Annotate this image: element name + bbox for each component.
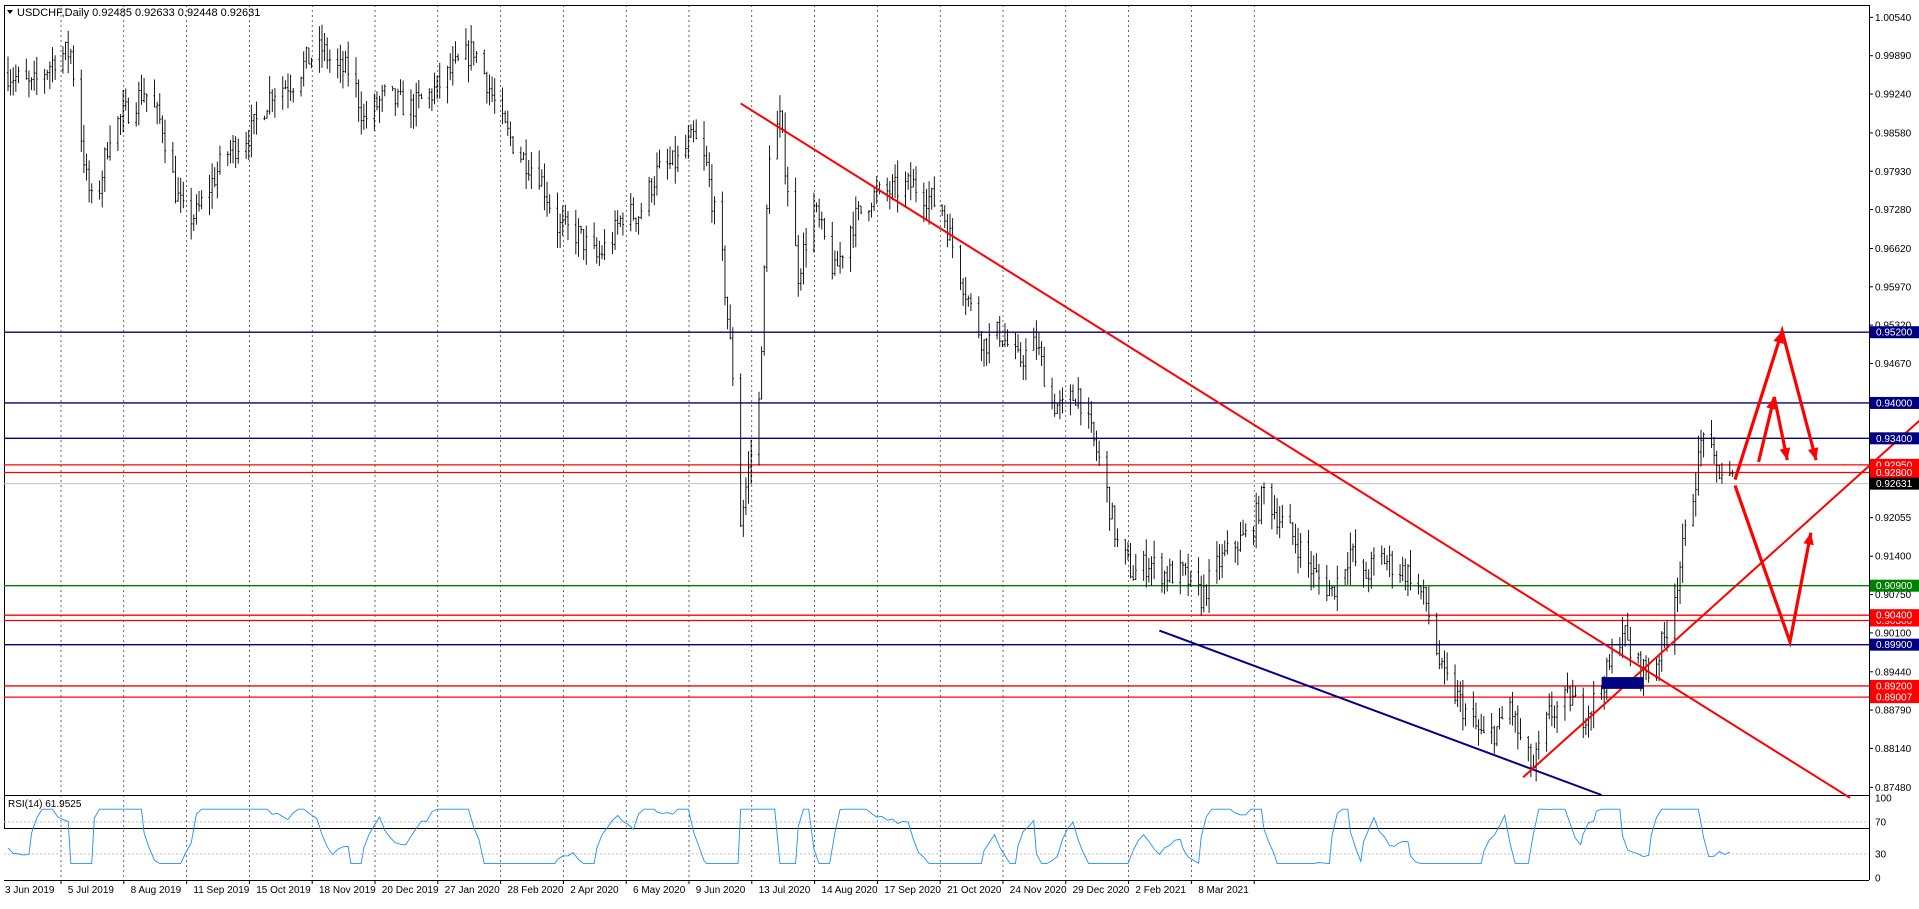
time-label: 6 May 2020 <box>633 885 686 896</box>
time-label: 13 Jul 2020 <box>759 885 811 896</box>
time-label: 8 Aug 2019 <box>131 885 182 896</box>
price-label: 1.00540 <box>1875 13 1912 24</box>
time-label: 5 Jul 2019 <box>68 885 115 896</box>
time-label: 24 Nov 2020 <box>1010 885 1067 896</box>
level-label: 0.93400 <box>1876 434 1913 445</box>
level-label-box <box>1870 396 1919 409</box>
trendline <box>1522 419 1919 779</box>
time-label: 28 Feb 2020 <box>507 885 564 896</box>
time-label: 29 Dec 2020 <box>1073 885 1130 896</box>
level-label-box <box>1870 432 1919 445</box>
rsi-axis-label: 30 <box>1875 850 1887 861</box>
chart-header: USDCHF,Daily 0.92485 0.92633 0.92448 0.9… <box>7 7 260 19</box>
candles <box>6 24 1734 782</box>
level-label-box <box>1870 691 1919 704</box>
price-label: 0.90100 <box>1875 628 1912 639</box>
current-price-box <box>1870 477 1919 490</box>
time-label: 18 Nov 2019 <box>319 885 376 896</box>
level-label: 0.90900 <box>1876 581 1913 592</box>
level-label: 0.95200 <box>1876 328 1913 339</box>
rsi-axis-label: 0 <box>1875 874 1881 885</box>
time-label: 8 Mar 2021 <box>1198 885 1249 896</box>
level-label-box <box>1870 638 1919 651</box>
time-label: 14 Aug 2020 <box>821 885 878 896</box>
price-label: 0.88790 <box>1875 706 1912 717</box>
price-label: 0.88140 <box>1875 744 1912 755</box>
arrow-head <box>1766 397 1777 410</box>
consolidation-box <box>1601 677 1644 689</box>
time-label: 20 Dec 2019 <box>382 885 439 896</box>
time-label: 11 Sep 2019 <box>193 885 249 896</box>
level-label-box <box>1870 579 1919 592</box>
level-label: 0.89007 <box>1876 693 1913 704</box>
price-label: 0.95970 <box>1875 282 1912 293</box>
price-label: 0.94670 <box>1875 359 1912 370</box>
current-price-label: 0.92631 <box>1876 479 1913 490</box>
time-label: 27 Jan 2020 <box>445 885 500 896</box>
rsi-axis-label: 100 <box>1875 794 1892 805</box>
price-label: 0.95320 <box>1875 321 1912 332</box>
trendline <box>740 102 1851 799</box>
level-label: 0.89900 <box>1876 640 1913 651</box>
trendlines <box>740 102 1919 799</box>
time-label: 9 Jun 2020 <box>696 885 746 896</box>
level-label-box <box>1870 679 1919 692</box>
price-label: 0.97280 <box>1875 205 1912 216</box>
forecast-arrow <box>1733 484 1813 648</box>
price-label: 0.97930 <box>1875 167 1912 178</box>
forecast-arrows <box>1733 325 1819 648</box>
time-label: 17 Sep 2020 <box>884 885 941 896</box>
rsi-panel: 100 70 30 0 <box>4 794 1892 885</box>
level-label: 0.89200 <box>1876 681 1913 692</box>
price-label: 0.90750 <box>1875 590 1912 601</box>
time-label: 3 Jun 2019 <box>5 885 55 896</box>
price-label: 0.91400 <box>1875 552 1912 563</box>
menu-triangle-icon[interactable] <box>7 10 13 14</box>
level-label: 0.92950 <box>1876 460 1913 471</box>
horizontal-levels <box>4 331 1869 698</box>
price-label: 0.99890 <box>1875 51 1912 62</box>
price-label: 0.99240 <box>1875 90 1912 101</box>
price-label: 0.87480 <box>1875 783 1912 794</box>
rsi-line <box>7 808 1730 865</box>
time-label: 2 Feb 2021 <box>1135 885 1186 896</box>
rsi-axis-label: 70 <box>1875 818 1887 829</box>
arrow-head <box>1803 532 1814 546</box>
time-axis: 3 Jun 2019 5 Jul 2019 8 Aug 2019 11 Sep 201… <box>5 880 1255 896</box>
arrow-head <box>1807 447 1819 461</box>
price-label: 0.98580 <box>1875 128 1912 139</box>
level-label-box <box>1870 609 1919 622</box>
arrow-head <box>1773 331 1784 344</box>
symbol-info: USDCHF,Daily 0.92485 0.92633 0.92448 0.9… <box>17 7 260 19</box>
price-label: 0.89440 <box>1875 667 1912 678</box>
level-label: 0.90400 <box>1876 611 1913 622</box>
time-label: 2 Apr 2020 <box>570 885 619 896</box>
trendline <box>1158 629 1602 796</box>
level-label-box <box>1870 466 1919 479</box>
price-label: 0.92055 <box>1875 513 1912 524</box>
level-label-box <box>1870 326 1919 339</box>
price-label: 0.96620 <box>1875 244 1912 255</box>
rsi-label: RSI(14) 61.9525 <box>8 799 82 810</box>
arrow-head <box>1779 447 1791 461</box>
level-label: 0.94000 <box>1876 398 1913 409</box>
level-label: 0.92800 <box>1876 468 1913 479</box>
time-label: 15 Oct 2019 <box>256 885 311 896</box>
level-label: 0.90300 <box>1876 616 1913 627</box>
time-label: 21 Oct 2020 <box>947 885 1002 896</box>
